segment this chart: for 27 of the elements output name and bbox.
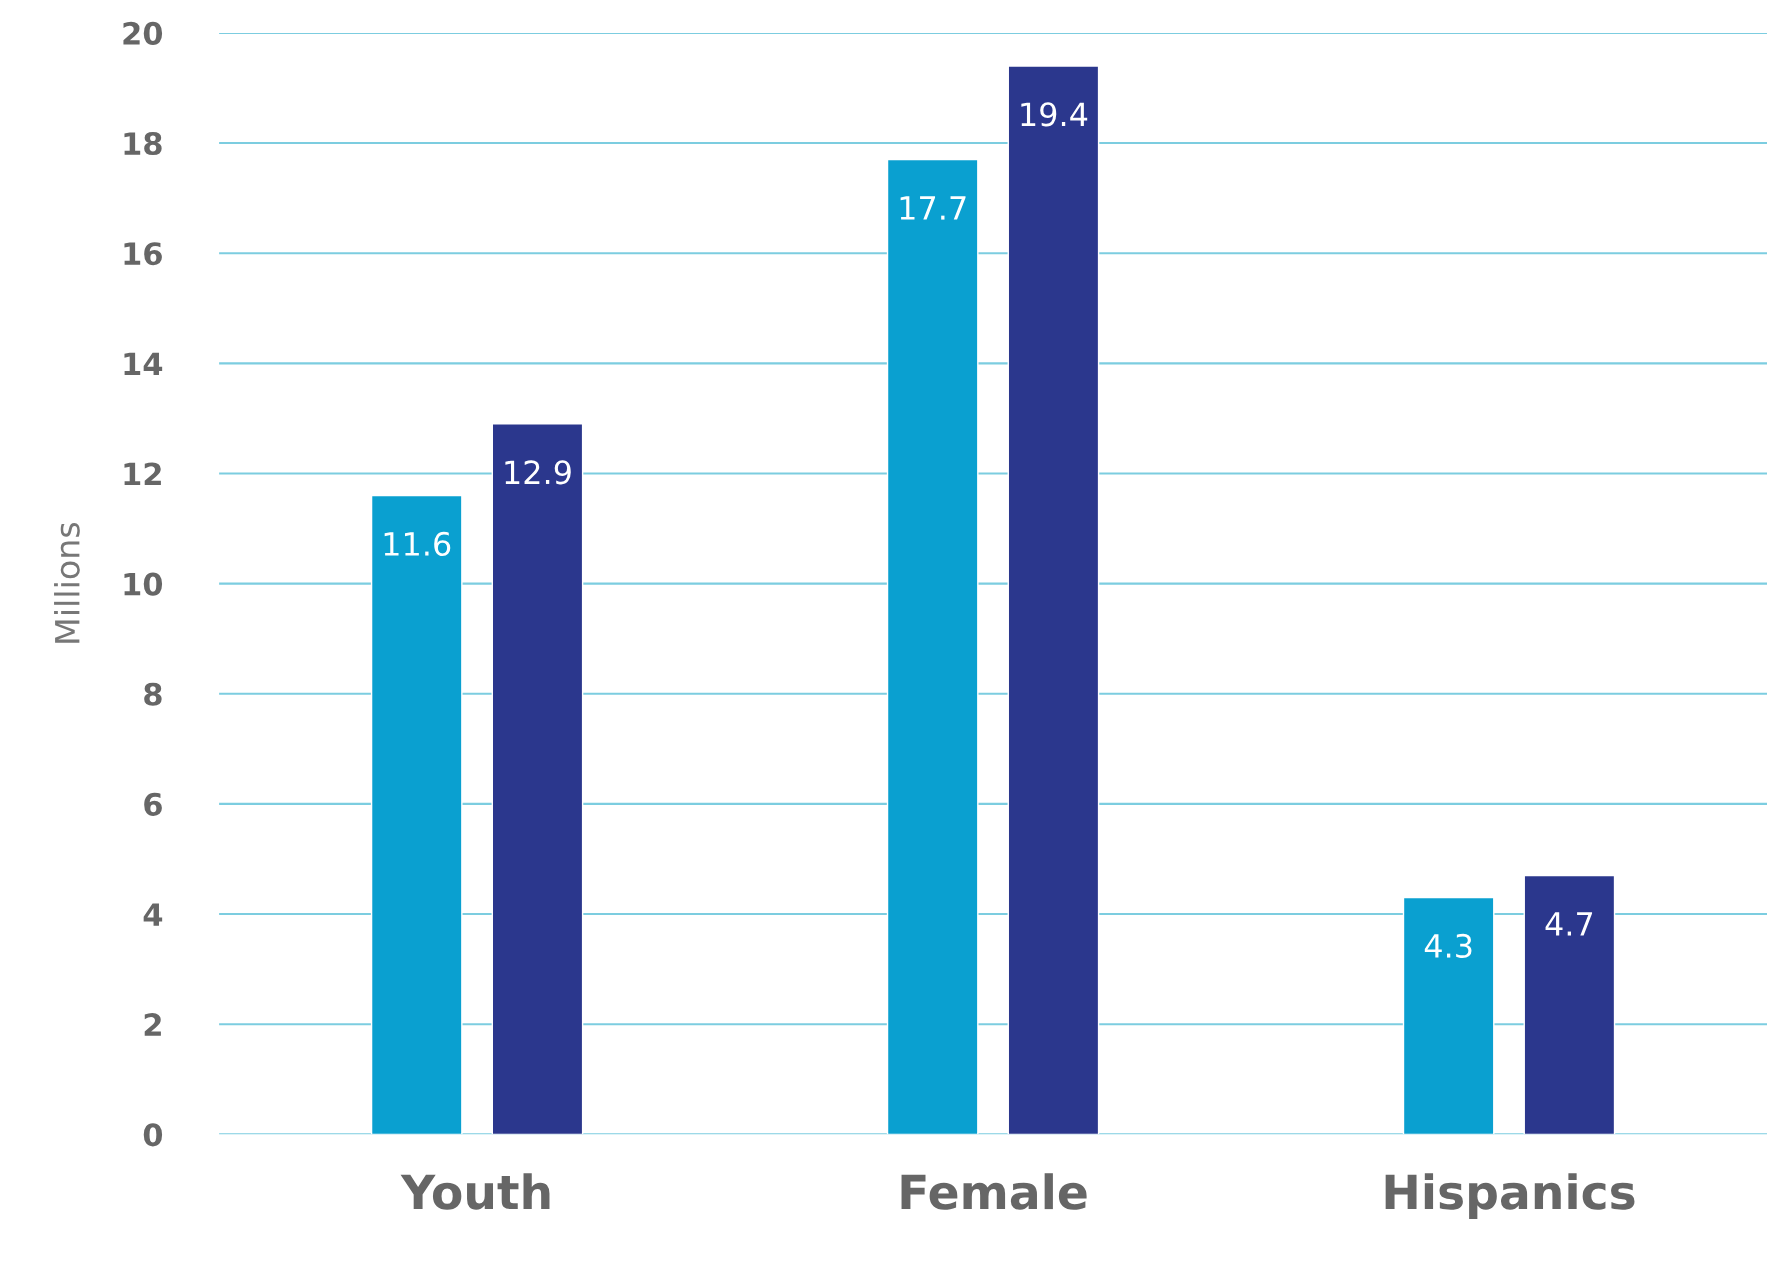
y-tick-label: 4 [143,903,163,926]
bar [1402,896,1495,1135]
bar [886,158,979,1135]
bar [1007,65,1100,1135]
data-label: 11.6 [384,531,451,556]
y-tick-label: 20 [123,21,163,45]
bar [1523,874,1616,1135]
data-label: 19.4 [1021,102,1088,127]
bar [491,423,584,1135]
data-label: 4.7 [1545,912,1593,936]
data-label: 17.7 [900,196,966,220]
data-label: 12.9 [505,460,571,485]
y-tick-label: 8 [144,682,162,706]
y-tick-label: 6 [144,792,162,816]
y-axis-title: Millions [54,522,80,643]
data-label: 4.3 [1424,933,1472,959]
y-tick-label: 0 [143,1123,163,1147]
x-tick-label: Hispanics [1385,1173,1635,1219]
y-tick-label: 12 [124,462,161,486]
y-tick-label: 10 [124,572,163,596]
y-tick-label: 18 [124,131,162,156]
y-tick-label: 16 [124,242,162,266]
y-tick-label: 2 [144,1013,161,1036]
x-tick-label: Youth [400,1173,550,1210]
bar [370,494,463,1135]
x-tick-label: Female [901,1173,1087,1210]
y-tick-label: 14 [124,352,163,375]
